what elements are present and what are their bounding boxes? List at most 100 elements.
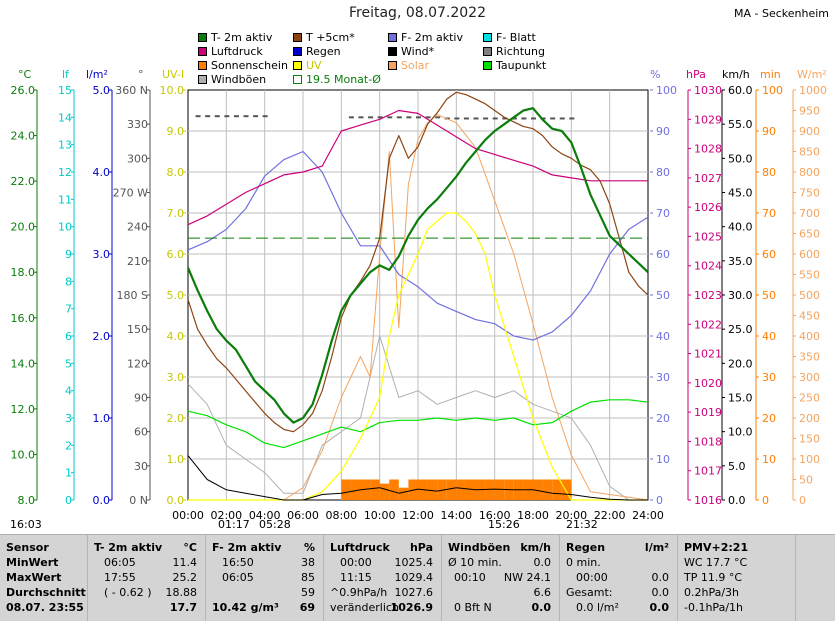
axis-label-dir: 270 W bbox=[113, 187, 148, 200]
wind-direction-point bbox=[214, 115, 220, 118]
axis-label-hum: 10 bbox=[656, 453, 670, 466]
x-tick-label: 00:00 bbox=[172, 509, 204, 522]
x-tick-label: 24:00 bbox=[632, 509, 664, 522]
stat-current-value: 1026.9 bbox=[390, 601, 433, 614]
stats-unit: hPa bbox=[409, 541, 433, 554]
x-tick-label: 12:00 bbox=[402, 509, 434, 522]
axis-label-press: 1021 bbox=[694, 348, 722, 361]
axis-unit-rain: l/m² bbox=[86, 68, 108, 81]
axis-label-rain: 3.0 bbox=[93, 248, 111, 261]
stats-unit: °C bbox=[183, 541, 197, 554]
axis-label-hum: 100 bbox=[656, 84, 677, 97]
axis-label-leaf: 0 bbox=[65, 494, 72, 507]
legend-monat: 19.5 Monat-Ø bbox=[293, 73, 381, 86]
wind-direction-point bbox=[559, 117, 565, 120]
legend-richtung: Richtung bbox=[483, 45, 545, 58]
stats-panel: Sensor MinWert MaxWert Durchschnitt 08.0… bbox=[0, 534, 835, 621]
series-line-humidity bbox=[187, 150, 649, 341]
axis-label-solar: 100 bbox=[799, 453, 820, 466]
axis-label-leaf: 2 bbox=[65, 439, 72, 452]
stat-value: 11.4 bbox=[172, 556, 198, 569]
axis-label-dir: 240 bbox=[127, 221, 148, 234]
axis-label-solar: 0 bbox=[799, 494, 806, 507]
sunshine-bar bbox=[379, 483, 390, 500]
legend-uv: UV bbox=[293, 59, 322, 72]
wind-direction-point bbox=[406, 116, 412, 119]
axis-label-sunmin: 10 bbox=[762, 453, 776, 466]
weather-chart: 00:00 02:00 04:00 06:00 08:00 10:00 12:00 14:00… bbox=[11, 84, 828, 522]
stat-value: 85 bbox=[301, 571, 315, 584]
legend-swatch bbox=[483, 33, 492, 42]
axis-unit-temp: °C bbox=[18, 68, 32, 81]
axis-label-sunmin: 20 bbox=[762, 412, 776, 425]
axis-label-leaf: 11 bbox=[58, 193, 72, 206]
axis-label-solar: 850 bbox=[799, 146, 820, 159]
wind-direction-point bbox=[387, 116, 393, 119]
series-line-t2m bbox=[186, 107, 649, 424]
stats-col-wind: Windböen km/h Ø 10 min. 0.0 00:10 NW 24.1 6… bbox=[442, 535, 560, 621]
legend-wind: Wind* bbox=[388, 45, 434, 58]
wind-direction-point bbox=[531, 117, 536, 120]
stat-note: TP 11.9 °C bbox=[684, 571, 743, 584]
axis-label-solar: 900 bbox=[799, 125, 820, 138]
axis-label-temp: 8.0 bbox=[18, 494, 36, 507]
sunshine-bar bbox=[389, 479, 399, 500]
x-tick-label: 14:00 bbox=[440, 509, 472, 522]
wind-direction-point bbox=[425, 116, 431, 119]
chart-title: Freitag, 08.07.2022 bbox=[349, 5, 486, 21]
stats-header: PMV+2:21 bbox=[684, 541, 749, 554]
axis-label-press: 1016 bbox=[694, 494, 722, 507]
axis-label-dir: 150 bbox=[127, 323, 148, 336]
stats-col-pressure: Luftdruck hPa 00:00 1025.4 11:15 1029.4 ^0.… bbox=[324, 535, 442, 621]
legend-swatch bbox=[388, 47, 397, 56]
stats-header: F- 2m aktiv bbox=[212, 541, 282, 554]
stats-header: Sensor bbox=[6, 541, 49, 554]
stat-value: 59 bbox=[301, 586, 315, 599]
axis-label-solar: 600 bbox=[799, 248, 820, 261]
wind-direction-point bbox=[195, 115, 201, 118]
stat-time: 00:10 bbox=[454, 571, 486, 584]
axis-unit-wind: km/h bbox=[722, 68, 750, 81]
axis-label-press: 1025 bbox=[694, 230, 722, 243]
wind-direction-point bbox=[463, 117, 469, 120]
series-line-wind bbox=[187, 455, 648, 501]
axis-label-sunmin: 30 bbox=[762, 371, 776, 384]
legend-swatch bbox=[483, 61, 492, 70]
wind-direction-point bbox=[262, 115, 268, 118]
sunshine-bar bbox=[446, 479, 457, 500]
axis-label-solar: 300 bbox=[799, 371, 820, 384]
axis-label-wind: 35.0 bbox=[728, 255, 753, 268]
wind-direction-point bbox=[483, 117, 489, 120]
wind-direction-point bbox=[368, 116, 374, 119]
stat-note: veränderlich bbox=[330, 601, 399, 614]
axis-label-solar: 200 bbox=[799, 412, 820, 425]
axis-label-temp: 18.0 bbox=[11, 266, 36, 279]
axis-label-press: 1030 bbox=[694, 84, 722, 97]
stat-time: 11:15 bbox=[340, 571, 372, 584]
sunshine-bar bbox=[350, 479, 361, 500]
wind-direction-point bbox=[358, 116, 364, 119]
sunshine-bar bbox=[427, 479, 438, 500]
stats-header: Regen bbox=[566, 541, 606, 554]
axis-label-rain: 4.0 bbox=[93, 166, 111, 179]
stats-header: T- 2m aktiv bbox=[94, 541, 163, 554]
sunshine-bar bbox=[341, 479, 351, 500]
sunset-marker: 21:32 bbox=[566, 518, 598, 531]
axis-unit-solar: W/m² bbox=[797, 68, 827, 81]
axis-label-wind: 25.0 bbox=[728, 323, 753, 336]
axis-label-uv: 7.0 bbox=[167, 207, 185, 220]
axis-label-leaf: 5 bbox=[65, 357, 72, 370]
stat-current-value: 0.0 bbox=[649, 601, 670, 614]
axis-label-leaf: 6 bbox=[65, 330, 72, 343]
stat-time: 17:55 bbox=[104, 571, 136, 584]
axis-label-uv: 10.0 bbox=[160, 84, 185, 97]
axis-label-leaf: 13 bbox=[58, 139, 72, 152]
axis-label-uv: 9.0 bbox=[167, 125, 185, 138]
axis-label-dir: 300 bbox=[127, 152, 148, 165]
sunshine-bar bbox=[542, 479, 553, 500]
stat-note: -0.1hPa/1h bbox=[684, 601, 743, 614]
axis-label-solar: 550 bbox=[799, 269, 820, 282]
axis-label-press: 1022 bbox=[694, 318, 722, 331]
axis-label-sunmin: 40 bbox=[762, 330, 776, 343]
row-label-min: MinWert bbox=[6, 556, 59, 569]
